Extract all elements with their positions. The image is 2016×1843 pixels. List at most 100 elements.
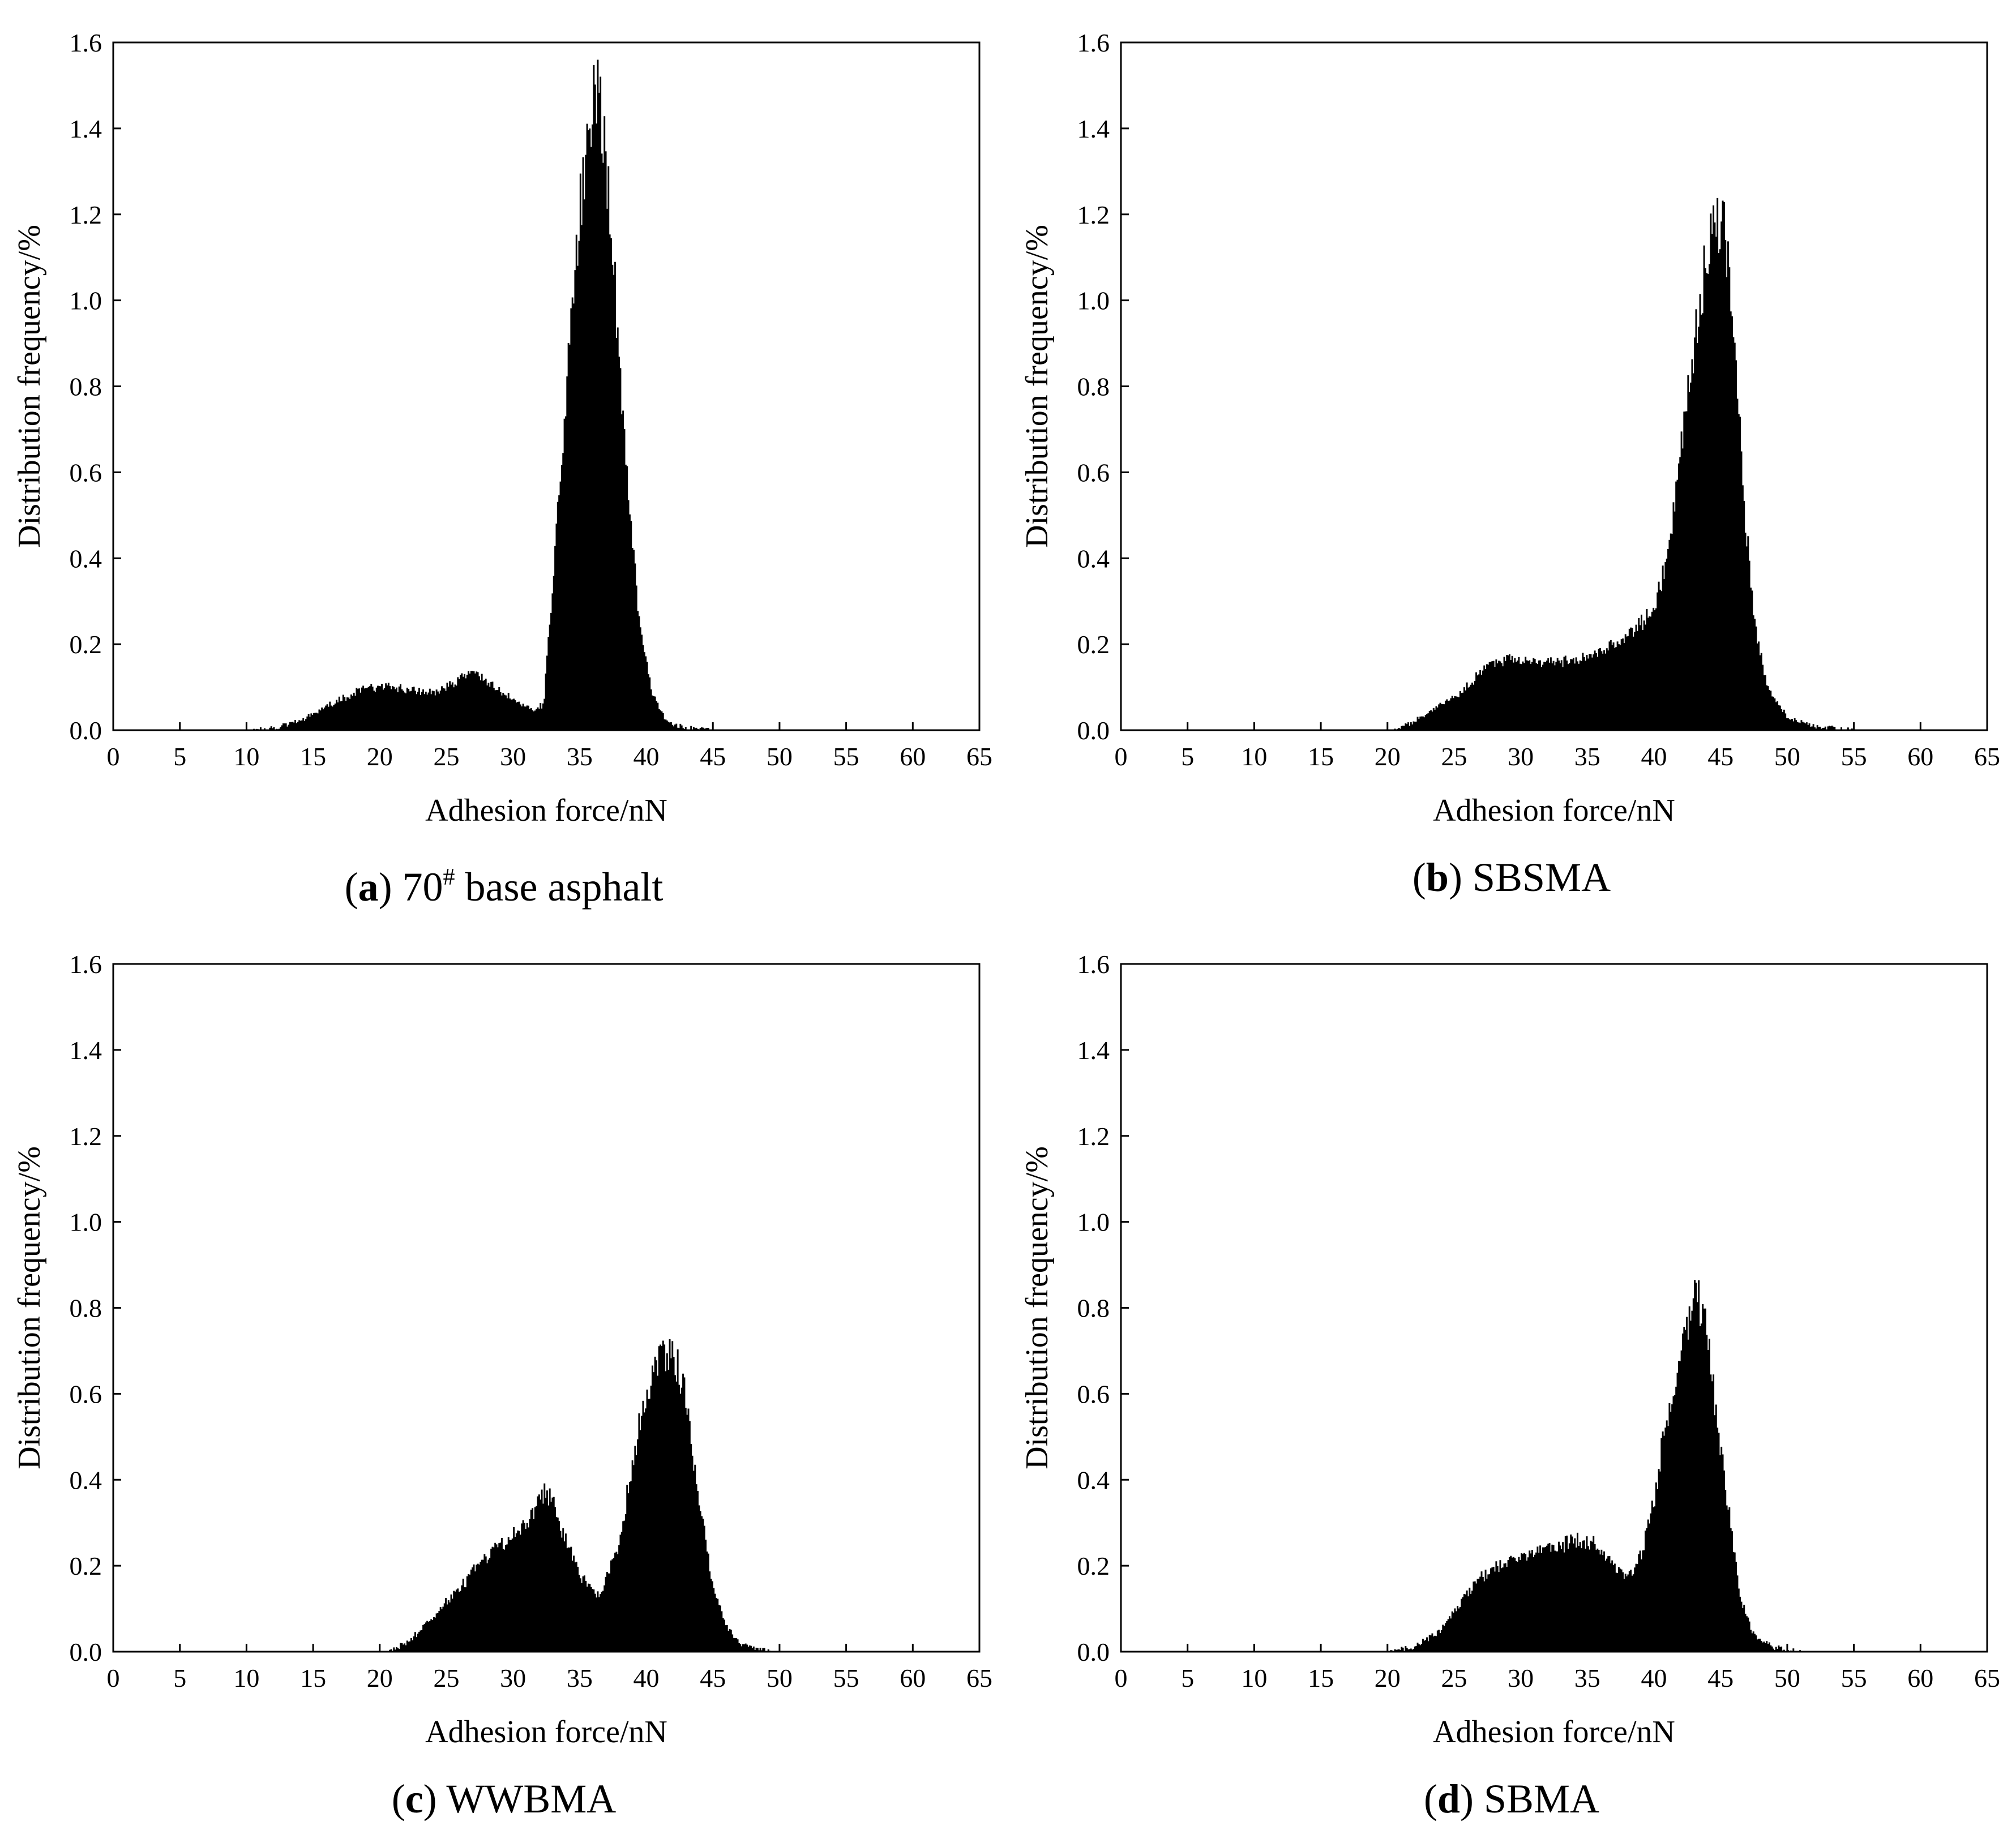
histogram-bar [1407, 1649, 1410, 1652]
histogram-bar [1469, 687, 1471, 730]
histogram-bar [443, 688, 446, 730]
histogram-bar [752, 1646, 755, 1652]
histogram-bar [1490, 1568, 1492, 1652]
histogram-bar [1406, 1648, 1408, 1652]
histogram-bar [645, 656, 647, 730]
histogram-bar [1672, 1396, 1675, 1652]
histogram-bar [650, 1385, 652, 1652]
histogram-bar [1459, 691, 1461, 730]
histogram-bar [1458, 697, 1460, 730]
histogram-bar [1595, 653, 1597, 730]
histogram-bar [425, 1622, 427, 1652]
histogram-bar [469, 1574, 471, 1652]
histogram-bar [1751, 590, 1753, 730]
histogram-bar [1568, 663, 1570, 730]
y-tick-label: 0.4 [70, 1465, 102, 1494]
histogram-bar [1634, 632, 1636, 730]
histogram-bar [1699, 294, 1701, 730]
histogram-bar [1645, 1531, 1647, 1652]
histogram-bar [1587, 658, 1589, 730]
histogram-bar [1415, 1645, 1418, 1652]
histogram-bar [398, 686, 400, 730]
histogram-bar [1608, 1556, 1611, 1652]
histogram-bar [1540, 667, 1543, 730]
histogram-bar [518, 1531, 520, 1652]
histogram-bars [387, 1339, 780, 1652]
histogram-bar [1398, 727, 1400, 730]
histogram-bar [1804, 723, 1807, 730]
histogram-bar [767, 1649, 769, 1652]
histogram-bar [1744, 533, 1747, 730]
x-tick-label: 5 [173, 1664, 186, 1692]
histogram-bar [1764, 675, 1766, 730]
histogram-bar [670, 722, 672, 730]
histogram-bar [563, 418, 566, 730]
histogram-bar [1552, 1545, 1555, 1652]
histogram-bar [477, 672, 479, 730]
histogram-bar [513, 1527, 515, 1652]
histogram-bar [1598, 649, 1600, 730]
histogram-bar [1602, 1555, 1604, 1652]
histogram-bar [329, 701, 331, 730]
histogram-bar [1667, 548, 1670, 730]
caption-text: 70 [402, 864, 443, 910]
histogram-bar [1677, 1361, 1680, 1652]
histogram-bar [1703, 245, 1705, 730]
histogram-bar [336, 700, 338, 730]
histogram-bar [1673, 511, 1676, 730]
histogram-bar [650, 689, 652, 730]
histogram-bar [1771, 696, 1773, 730]
histogram-bar [1440, 1630, 1443, 1652]
histogram-bar [1544, 662, 1547, 730]
histogram-bar [1447, 1619, 1449, 1652]
histogram-bar [1655, 1482, 1657, 1652]
histogram-bar [313, 713, 315, 730]
histogram-bar [458, 1592, 460, 1652]
histogram-bar [1508, 1557, 1510, 1652]
histogram-bar [498, 1543, 500, 1652]
histogram-bar [1502, 666, 1504, 730]
histogram-bar [404, 1643, 406, 1652]
histogram-bar [1613, 1563, 1616, 1652]
histogram-bar [1599, 648, 1601, 730]
x-tick-label: 15 [300, 742, 326, 771]
caption-text: WWBMA [446, 1776, 617, 1821]
histogram-bar [741, 1646, 743, 1652]
histogram-bar [1593, 654, 1595, 730]
histogram-bar [477, 1563, 479, 1652]
histogram-bar [369, 686, 371, 730]
histogram-bar [560, 1537, 563, 1652]
histogram-bar [1589, 1549, 1591, 1652]
histogram-bar [1664, 1428, 1667, 1652]
histogram-bar [1418, 1644, 1420, 1652]
histogram-bar [1438, 704, 1440, 730]
histogram-bar [1732, 337, 1735, 730]
histogram-bar [1585, 1549, 1587, 1652]
histogram-bar [1479, 1576, 1482, 1652]
histogram-bar [602, 1591, 604, 1652]
histogram-bar [412, 1640, 414, 1652]
histogram-bar [442, 688, 444, 730]
histogram-bar [420, 1630, 422, 1652]
histogram-bar [542, 703, 544, 730]
histogram-bar [1695, 1283, 1697, 1652]
histogram-bar [664, 1344, 666, 1652]
histogram-bar [468, 1574, 470, 1652]
histogram-bar [509, 698, 511, 730]
histogram-bar [1499, 1560, 1501, 1652]
histogram-bar [706, 727, 708, 730]
histogram-bar [457, 677, 459, 730]
x-axis-ticks: 0 5 10 15 20 25 30 35 40 45 50 55 60 65 [1115, 722, 2000, 771]
histogram-bar [367, 687, 370, 730]
histogram-bar [1474, 681, 1476, 730]
histogram-bar [583, 199, 585, 730]
histogram-bar [618, 1545, 620, 1652]
histogram-bar [1410, 722, 1412, 730]
histogram-bar [1534, 659, 1536, 730]
histogram-bar [637, 611, 639, 730]
histogram-bar [1461, 693, 1463, 730]
histogram-bar [284, 723, 286, 730]
histogram-bar [1423, 1640, 1426, 1652]
histogram-bar [1411, 724, 1414, 730]
histogram-bar [573, 303, 575, 730]
